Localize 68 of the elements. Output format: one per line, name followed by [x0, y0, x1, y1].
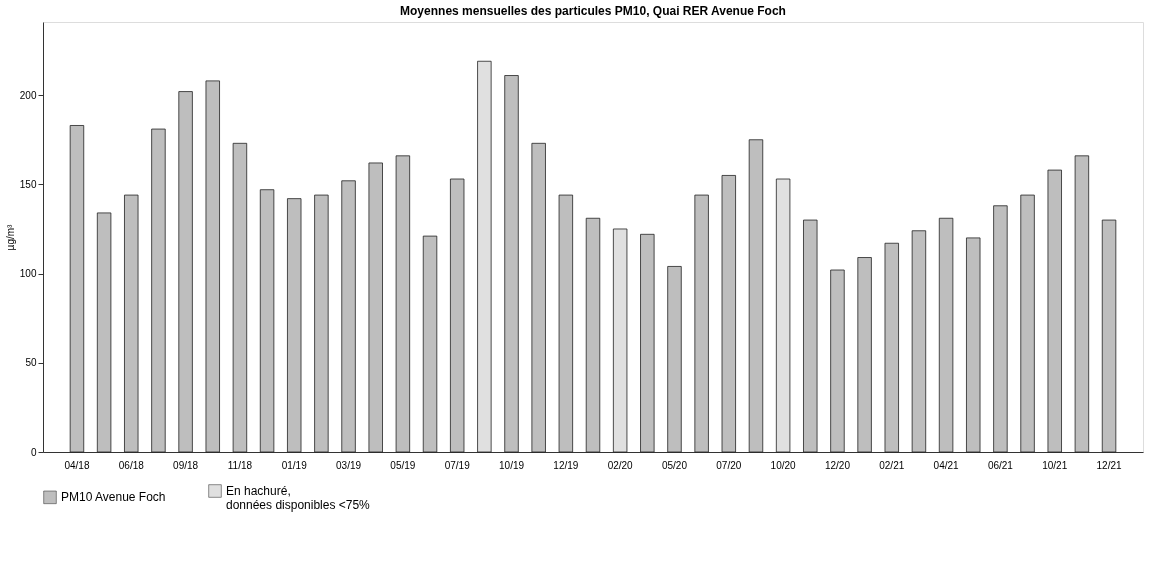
bar	[477, 60, 492, 453]
x-tick-label: 02/20	[607, 459, 634, 471]
bar	[341, 180, 356, 453]
y-tick-label: 150	[19, 178, 37, 190]
x-tick-label: 03/19	[336, 459, 362, 471]
bar	[585, 217, 601, 453]
x-tick-label: 06/21	[987, 459, 1014, 471]
bar	[911, 230, 927, 453]
x-tick-label: 05/20	[661, 459, 688, 471]
y-tick-label: 50	[25, 357, 37, 369]
bar	[368, 162, 383, 453]
y-tick-label: 0	[30, 446, 37, 458]
bar	[640, 233, 655, 453]
bar	[531, 142, 546, 453]
x-tick-label: 10/21	[1042, 459, 1068, 471]
bar	[748, 139, 764, 453]
bar	[504, 75, 519, 453]
x-tick-label: 04/21	[933, 459, 960, 471]
x-tick-label: 10/19	[499, 459, 525, 471]
x-tick-label: 09/18	[173, 459, 199, 471]
bar	[422, 235, 438, 453]
bar	[205, 80, 220, 453]
bar	[124, 194, 139, 453]
bar	[96, 212, 112, 453]
bar	[232, 142, 248, 453]
bar	[938, 217, 954, 453]
legend-label: PM10 Avenue Foch	[61, 490, 166, 505]
bar	[667, 266, 682, 453]
bar	[857, 257, 872, 453]
x-tick-label: 12/19	[553, 459, 579, 471]
x-tick-label: 05/19	[390, 459, 416, 471]
x-tick-label: 07/19	[444, 459, 471, 471]
bar	[803, 219, 818, 453]
bar	[694, 194, 709, 453]
bar	[721, 175, 736, 453]
bar	[775, 178, 791, 453]
bar	[151, 128, 166, 453]
bar	[450, 178, 465, 453]
bar	[395, 155, 411, 453]
y-tick-label: 100	[19, 268, 37, 280]
bar	[993, 205, 1008, 453]
bar	[287, 198, 302, 453]
x-tick-label: 10/20	[770, 459, 797, 471]
bar	[1047, 169, 1062, 453]
x-tick-label: 12/20	[824, 459, 851, 471]
y-axis-title: µg/m³	[4, 223, 16, 251]
x-tick-label: 02/21	[879, 459, 905, 471]
bar	[966, 237, 981, 453]
chart-title: Moyennes mensuelles des particules PM10, Quai RER Avenue Foch	[400, 4, 786, 18]
x-tick-label: 11/18	[227, 459, 253, 471]
bar	[259, 189, 275, 453]
x-tick-label: 06/18	[118, 459, 145, 471]
x-tick-label: 12/21	[1096, 459, 1122, 471]
bar	[884, 242, 899, 453]
x-tick-label: 01/19	[281, 459, 308, 471]
bar	[1101, 219, 1117, 453]
bar	[1074, 155, 1090, 453]
bar	[830, 269, 845, 453]
bar	[1020, 194, 1035, 453]
bar	[558, 194, 574, 453]
bar	[69, 125, 85, 453]
bar	[314, 194, 329, 453]
x-tick-label: 07/20	[716, 459, 742, 471]
y-tick-label: 200	[19, 89, 37, 101]
x-tick-label: 04/18	[64, 459, 90, 471]
bar	[612, 228, 628, 453]
legend-label: En hachuré, données disponibles <75%	[226, 484, 371, 512]
bar	[178, 91, 193, 453]
